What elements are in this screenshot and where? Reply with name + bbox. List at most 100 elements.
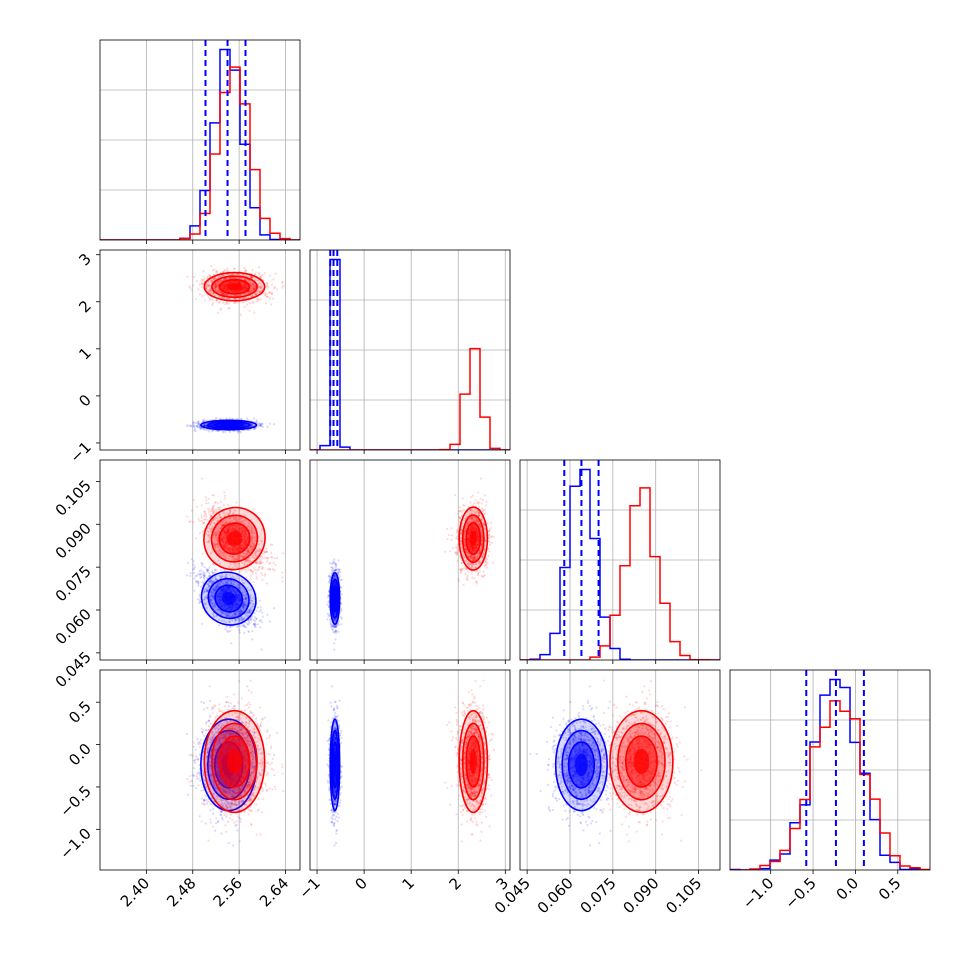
scatter-point	[213, 587, 216, 591]
scatter-point	[268, 291, 271, 294]
scatter-point	[239, 570, 242, 573]
scatter-point	[222, 292, 225, 295]
scatter-point	[272, 561, 275, 564]
scatter-point	[252, 288, 255, 292]
scatter-point	[206, 540, 209, 544]
scatter-point	[208, 539, 211, 542]
scatter-point	[233, 301, 236, 304]
scatter-point	[236, 625, 239, 629]
scatter-point	[251, 283, 254, 287]
scatter-point	[256, 623, 259, 626]
scatter-point	[204, 587, 207, 591]
scatter-point	[249, 283, 252, 286]
contour-line	[200, 419, 258, 431]
scatter-point	[238, 277, 241, 280]
scatter-point	[264, 293, 267, 296]
scatter-point	[243, 424, 246, 427]
scatter-point	[251, 570, 254, 573]
scatter-point	[257, 279, 260, 282]
scatter-point	[242, 604, 245, 608]
scatter-point	[241, 618, 245, 621]
scatter-point	[193, 424, 196, 427]
scatter-point	[244, 607, 247, 610]
scatter-point	[217, 275, 220, 278]
scatter-point	[243, 278, 246, 281]
scatter-point	[215, 285, 218, 289]
scatter-point	[263, 271, 267, 275]
scatter-point	[230, 642, 233, 645]
scatter-point	[214, 282, 217, 286]
scatter-point	[247, 608, 250, 612]
scatter-point	[212, 287, 216, 290]
scatter-point	[218, 300, 221, 304]
scatter-point	[259, 287, 263, 290]
scatter-point	[211, 594, 214, 598]
scatter-point	[248, 608, 251, 612]
scatter-point	[255, 293, 258, 296]
scatter-point	[255, 561, 258, 564]
scatter-point	[218, 290, 221, 293]
scatter-point	[210, 598, 213, 601]
scatter-point	[215, 585, 218, 588]
scatter-point	[275, 556, 279, 560]
scatter-point	[222, 504, 226, 507]
scatter-point	[246, 568, 250, 571]
scatter-point	[249, 575, 252, 578]
scatter-point	[259, 275, 263, 278]
scatter-point	[251, 289, 254, 292]
scatter-point	[212, 286, 215, 290]
ticks	[145, 240, 286, 244]
scatter-point	[218, 417, 222, 420]
scatter-point	[225, 614, 229, 617]
scatter-point	[249, 424, 253, 427]
scatter-point	[216, 531, 219, 534]
scatter-point	[246, 610, 249, 614]
scatter-point	[215, 283, 218, 286]
scatter-point	[266, 282, 269, 285]
scatter-point	[239, 612, 242, 615]
scatter-point	[193, 567, 196, 570]
scatter-point	[245, 303, 249, 306]
scatter-point	[233, 273, 236, 276]
scatter-point	[213, 576, 217, 579]
scatter-point	[243, 615, 246, 618]
scatter-point	[244, 600, 247, 604]
scatter-point	[281, 571, 284, 574]
scatter-point	[225, 579, 229, 582]
scatter-point	[233, 613, 237, 616]
scatter-point	[242, 606, 245, 610]
scatter-point	[187, 424, 190, 427]
scatter-point	[247, 559, 250, 562]
scatter-point	[244, 269, 247, 272]
scatter-point	[272, 278, 275, 281]
y-tick-label: 0	[75, 391, 94, 410]
scatter-point	[268, 620, 271, 623]
scatter-point	[252, 285, 255, 288]
scatter-point	[205, 594, 208, 597]
scatter-point	[240, 615, 243, 619]
scatter-point	[263, 294, 267, 297]
scatter-point	[253, 612, 256, 615]
scatter-point	[226, 579, 230, 582]
scatter-point	[250, 276, 253, 279]
scatter-point	[251, 605, 254, 608]
scatter-point	[203, 419, 206, 422]
scatter-point	[218, 618, 221, 621]
scatter-point	[220, 580, 223, 583]
scatter-point	[239, 610, 242, 613]
contour-line	[214, 584, 244, 613]
scatter-point	[190, 289, 193, 292]
scatter-point	[212, 589, 215, 593]
scatter-point	[241, 604, 244, 607]
scatter-point	[201, 282, 204, 285]
scatter-point	[244, 560, 248, 563]
scatter-point	[237, 276, 240, 279]
scatter-point	[210, 424, 213, 427]
scatter-point	[213, 604, 216, 607]
scatter-point	[202, 573, 205, 576]
scatter-point	[197, 584, 200, 587]
scatter-point	[203, 423, 206, 426]
scatter-point	[248, 525, 251, 528]
scatter-point	[207, 291, 210, 294]
scatter-point	[236, 577, 239, 580]
